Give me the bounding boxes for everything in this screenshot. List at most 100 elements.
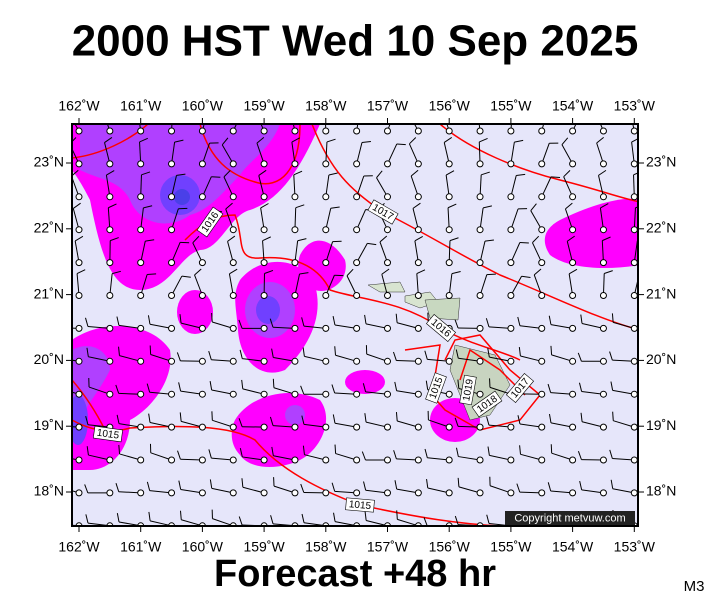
barb-flag [57,379,58,388]
barb-station [138,424,144,430]
barb-station [508,227,514,233]
precip-area [256,296,280,324]
model-label: M3 [684,578,705,595]
barb-station [323,161,329,167]
barb-station [446,128,452,134]
barb-flag [103,104,110,110]
barb-station [230,293,236,299]
barb-station [415,424,421,430]
precip-area [285,405,305,425]
barb-station [138,325,144,331]
barb-station [261,128,267,134]
barb-flag [273,379,274,388]
barb-station [230,391,236,397]
barb-station [570,293,576,299]
barb-station [169,457,175,463]
barb-station [107,128,113,134]
barb-station [508,457,514,463]
barb-station [631,194,637,200]
barb-station [292,457,298,463]
barb-station [169,325,175,331]
barb-flag [173,106,182,109]
barb-station [631,325,637,331]
barb-station [570,490,576,496]
barb-station [138,490,144,496]
barb-station [292,194,298,200]
barb-station [107,161,113,167]
barb-station [631,358,637,364]
barb-flag [595,105,601,111]
barb-station [631,391,637,397]
barb-flag [56,447,58,456]
barb-station [446,358,452,364]
barb-station [385,391,391,397]
barb-station [199,260,205,266]
barb-flag [520,243,529,244]
barb-station [76,391,82,397]
barb-station [631,161,637,167]
barb-station [477,358,483,364]
barb-station [631,457,637,463]
barb-station [385,161,391,167]
barb-station [415,325,421,331]
barb-station [323,227,329,233]
barb-station [631,490,637,496]
barb-station [230,227,236,233]
barb-station [292,161,298,167]
barb-station [107,391,113,397]
barb-station [600,260,606,266]
barb-station [107,194,113,200]
barb-flag [397,510,398,519]
barb-station [138,194,144,200]
barb-station [385,128,391,134]
barb-station [415,128,421,134]
barb-flag [290,105,297,110]
barb-flag [639,273,648,274]
barb-station [600,161,606,167]
barb-station [600,490,606,496]
barb-station [107,227,113,233]
lon-label: 153˚W [614,539,656,555]
barb-station [446,293,452,299]
lat-label: 20˚N [646,351,676,367]
barb-station [539,325,545,331]
copyright: Copyright metvuw.com [514,512,625,524]
barb-station [323,325,329,331]
barb-station [385,194,391,200]
barb-station [539,424,545,430]
barb-station [415,194,421,200]
barb-station [292,260,298,266]
barb-station [385,260,391,266]
barb-station [415,391,421,397]
barb-station [570,457,576,463]
barb-station [76,260,82,266]
barb-station [631,227,637,233]
barb-station [323,260,329,266]
barb-station [354,161,360,167]
barb-station [169,358,175,364]
barb-station [508,194,514,200]
barb-station [354,293,360,299]
barb-station [570,194,576,200]
barb-station [600,194,606,200]
barb-station [199,457,205,463]
barb-station [600,424,606,430]
lon-label: 156˚W [429,98,471,114]
barb-station [446,490,452,496]
barb-station [169,424,175,430]
barb-station [292,490,298,496]
lat-label: 18˚N [646,483,676,499]
barb-station [230,161,236,167]
barb-station [477,161,483,167]
barb-station [600,325,606,331]
barb-station [292,128,298,134]
barb-station [415,457,421,463]
lon-label: 160˚W [182,98,224,114]
barb-station [415,260,421,266]
barb-station [261,490,267,496]
barb-station [508,161,514,167]
barb-station [570,325,576,331]
barb-station [477,325,483,331]
barb-station [199,325,205,331]
